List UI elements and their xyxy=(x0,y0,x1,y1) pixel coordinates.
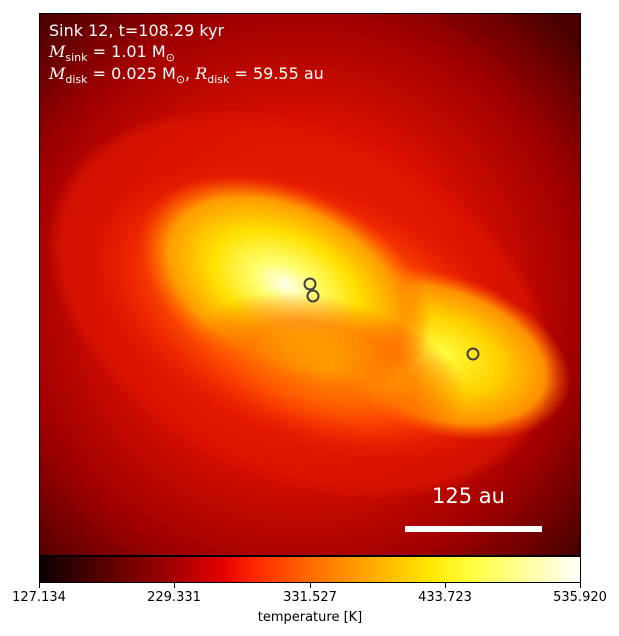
mdisk-subscript: disk xyxy=(65,73,88,87)
colorbar-label: temperature [K] xyxy=(257,610,363,625)
scale-bar xyxy=(405,526,542,532)
sink-particle-1 xyxy=(303,277,317,291)
colorbar-tick-label: 535.920 xyxy=(553,590,607,605)
msink-unit-subscript: ⊙ xyxy=(165,51,175,65)
sink-mass-line: Msink = 1.01 M⊙ xyxy=(49,42,175,68)
colorbar-tick-label: 433.723 xyxy=(418,590,472,605)
colorbar-tick xyxy=(39,583,40,588)
rdisk-separator: , xyxy=(185,64,196,83)
colorbar-tick xyxy=(310,583,311,588)
sink-particle-2 xyxy=(306,289,320,303)
sink-info-line: Sink 12, t=108.29 kyr xyxy=(49,21,225,40)
temperature-map xyxy=(39,13,581,556)
msink-subscript: sink xyxy=(65,51,88,65)
rdisk-value: = 59.55 au xyxy=(229,64,324,83)
sink-particle-3 xyxy=(466,347,480,361)
msink-value: = 1.01 M xyxy=(87,42,166,61)
colorbar-tick-label: 331.527 xyxy=(283,590,337,605)
mdisk-value: = 0.025 M xyxy=(87,64,176,83)
colorbar-tick xyxy=(580,583,581,588)
scale-bar-label: 125 au xyxy=(432,484,505,508)
rdisk-symbol: R xyxy=(195,64,208,83)
mdisk-unit-subscript: ⊙ xyxy=(175,73,186,87)
colorbar-tick xyxy=(445,583,446,588)
colorbar-tick xyxy=(174,583,175,588)
colorbar xyxy=(39,556,581,583)
rdisk-subscript: disk xyxy=(207,73,230,87)
mdisk-symbol: M xyxy=(49,64,66,83)
disk-properties-line: Mdisk = 0.025 M⊙, Rdisk = 59.55 au xyxy=(49,64,324,90)
colorbar-tick-label: 229.331 xyxy=(147,590,201,605)
temperature-field xyxy=(40,14,580,555)
colorbar-tick-label: 127.134 xyxy=(12,590,66,605)
msink-symbol: M xyxy=(49,42,66,61)
